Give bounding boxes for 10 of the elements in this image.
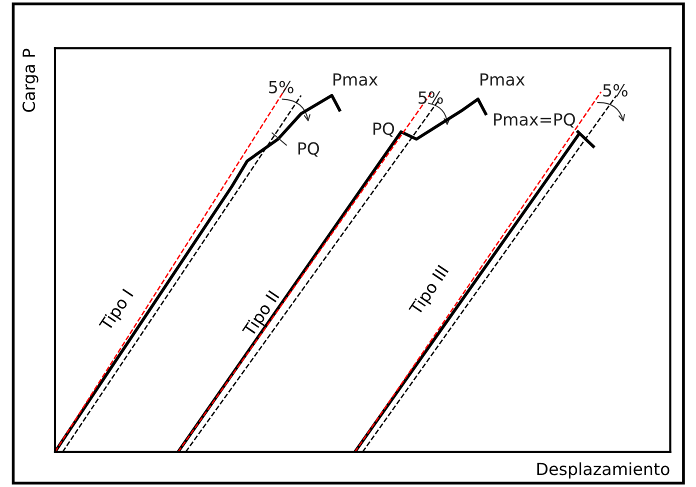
annotation: 5% [603, 84, 628, 97]
y-axis-title: Carga P [22, 48, 38, 112]
annotation: Pmax=PQ [494, 113, 575, 128]
annotation: 5% [418, 91, 443, 104]
text: Pmax [480, 73, 525, 86]
x-axis-title: Desplazamiento [537, 462, 670, 478]
annotation: PQ [298, 142, 320, 157]
text: Pmax [333, 73, 378, 86]
annotation: 5% [269, 80, 294, 94]
annotation: PQ [373, 122, 394, 137]
